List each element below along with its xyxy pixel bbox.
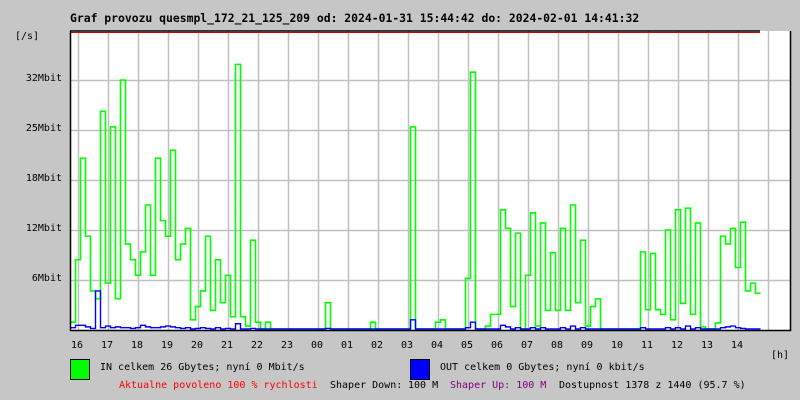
y-tick-label: 18Mbit [25, 173, 62, 184]
x-tick-label: 12 [671, 340, 684, 351]
x-tick-label: 20 [191, 340, 204, 351]
x-tick-label: 00 [311, 340, 324, 351]
x-tick-label: 23 [281, 340, 294, 351]
shaper-up-text: Shaper Up: 100 M [450, 380, 547, 391]
legend-out-swatch [410, 359, 430, 380]
x-tick-label: 09 [581, 340, 594, 351]
legend-in-swatch [70, 359, 90, 380]
x-tick-label: 06 [491, 340, 504, 351]
y-unit-label: [/s] [15, 31, 40, 42]
x-tick-label: 16 [71, 340, 84, 351]
legend-out-text: OUT celkem 0 Gbytes; nyní 0 kbit/s [440, 362, 645, 373]
x-tick-label: 02 [371, 340, 384, 351]
x-tick-label: 22 [251, 340, 264, 351]
y-tick-label: 32Mbit [25, 73, 62, 84]
x-unit-label: [h] [771, 350, 790, 361]
y-tick-label: 6Mbit [31, 273, 62, 284]
x-tick-label: 04 [431, 340, 444, 351]
x-tick-label: 07 [521, 340, 534, 351]
y-tick-label: 12Mbit [25, 223, 62, 234]
x-tick-label: 13 [701, 340, 714, 351]
shaper-down-value: 100 M [408, 380, 439, 391]
x-tick-label: 14 [731, 340, 744, 351]
x-tick-label: 18 [131, 340, 144, 351]
x-tick-label: 19 [161, 340, 174, 351]
legend-in-text: IN celkem 26 Gbytes; nyní 0 Mbit/s [100, 362, 305, 373]
availability-text: Dostupnost 1378 z 1440 (95.7 %) [559, 380, 746, 391]
y-tick-label: 25Mbit [25, 123, 62, 134]
x-tick-label: 01 [341, 340, 354, 351]
allowed-speed-text: Aktualne povoleno 100 % rychlosti [119, 380, 318, 391]
shaper-down-label: Shaper Down: [330, 380, 403, 391]
x-tick-label: 03 [401, 340, 414, 351]
series-layer [71, 63, 761, 330]
x-tick-label: 10 [611, 340, 624, 351]
x-tick-label: 21 [221, 340, 234, 351]
x-tick-label: 08 [551, 340, 564, 351]
x-tick-label: 17 [101, 340, 114, 351]
x-tick-label: 05 [461, 340, 474, 351]
x-tick-label: 11 [641, 340, 654, 351]
chart-title: Graf provozu quesmpl_172_21_125_209 od: … [70, 11, 640, 25]
